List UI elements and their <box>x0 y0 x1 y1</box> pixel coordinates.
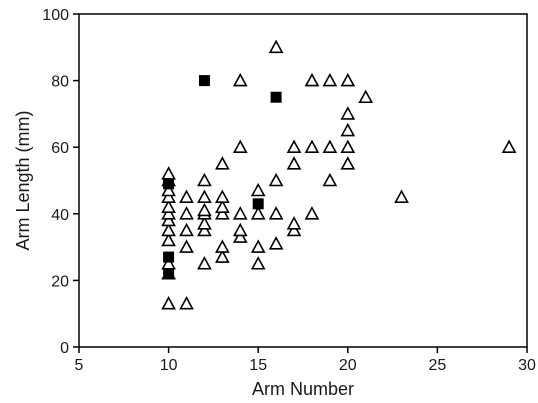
triangle-point <box>322 72 338 87</box>
triangle-point <box>197 202 212 217</box>
triangle-point <box>268 236 284 250</box>
x-axis-title: Arm Number <box>252 379 354 399</box>
square-point <box>163 178 175 190</box>
triangle-point <box>340 106 356 120</box>
square-point <box>270 91 282 103</box>
triangle-point <box>215 239 230 253</box>
triangle-point <box>179 222 194 237</box>
triangle-point <box>161 206 176 220</box>
triangle-point <box>197 222 212 237</box>
triangle-point <box>215 156 230 170</box>
triangle-point <box>215 206 230 220</box>
triangle-point <box>501 139 517 153</box>
triangle-point <box>161 296 176 310</box>
triangle-point <box>215 189 230 203</box>
triangle-point <box>215 199 230 213</box>
y-tick-label: 20 <box>51 273 69 290</box>
x-tick-label: 25 <box>429 357 447 374</box>
triangle-point <box>340 72 356 87</box>
triangle-point <box>286 156 302 170</box>
triangle-point <box>179 189 194 203</box>
triangle-point <box>197 256 212 270</box>
triangle-point <box>197 172 212 187</box>
triangle-point <box>250 256 266 270</box>
triangle-point <box>232 139 248 153</box>
triangle-point <box>322 172 338 187</box>
triangle-point <box>161 189 176 203</box>
x-tick-label: 20 <box>339 357 357 374</box>
triangle-point <box>286 216 302 230</box>
triangle-point <box>340 156 356 170</box>
triangle-point <box>161 222 176 237</box>
triangle-point <box>161 166 176 180</box>
triangle-point <box>232 229 248 243</box>
triangle-point <box>179 239 194 253</box>
square-point <box>163 268 175 280</box>
triangle-point <box>250 206 266 220</box>
square-point <box>252 198 264 210</box>
square-point <box>163 251 175 263</box>
triangle-point <box>286 222 302 237</box>
x-tick-label: 30 <box>518 357 536 374</box>
triangle-point <box>268 39 284 54</box>
triangle-point <box>286 139 302 153</box>
triangle-point <box>340 122 356 137</box>
triangle-point <box>161 212 176 227</box>
triangle-point <box>322 139 338 153</box>
y-axis-title: Arm Length (mm) <box>13 110 33 250</box>
triangle-point <box>304 206 320 220</box>
triangle-point <box>340 139 356 153</box>
y-tick-label: 80 <box>51 74 69 91</box>
triangle-point <box>215 249 230 263</box>
triangle-point <box>250 239 266 253</box>
x-tick-label: 15 <box>249 357 267 374</box>
triangle-point <box>197 216 212 230</box>
triangle-point <box>232 72 248 87</box>
y-tick-label: 60 <box>51 140 69 157</box>
triangle-point <box>179 296 194 310</box>
triangle-point <box>232 206 248 220</box>
triangle-point <box>232 222 248 237</box>
triangle-point <box>161 232 176 247</box>
triangle-point <box>358 89 374 104</box>
y-tick-label: 40 <box>51 207 69 224</box>
triangle-point <box>161 182 176 197</box>
triangle-point <box>161 199 176 213</box>
square-point <box>198 75 210 87</box>
triangle-point <box>268 206 284 220</box>
triangle-point <box>197 189 212 203</box>
plot-frame <box>78 13 528 348</box>
x-tick-label: 10 <box>160 357 178 374</box>
triangle-point <box>304 139 320 153</box>
triangle-point <box>268 172 284 187</box>
triangle-point <box>250 182 266 197</box>
triangle-point <box>179 206 194 220</box>
triangle-point <box>394 189 409 203</box>
y-tick-label: 100 <box>42 7 69 24</box>
x-tick-label: 5 <box>75 357 84 374</box>
triangle-point <box>304 72 320 87</box>
y-tick-label: 0 <box>60 340 69 357</box>
